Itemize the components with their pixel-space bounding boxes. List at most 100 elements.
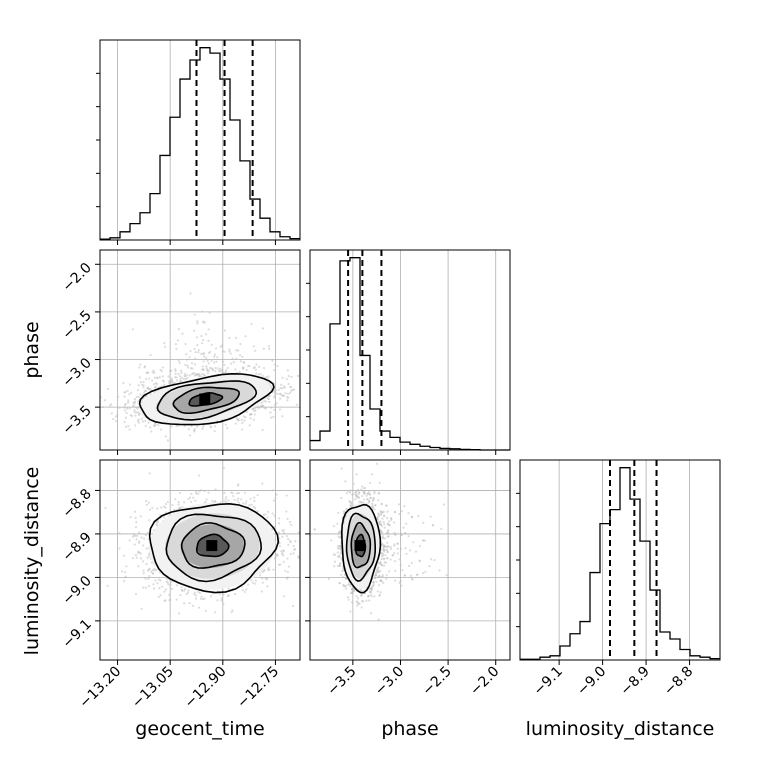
scatter-point — [159, 594, 162, 597]
scatter-point — [193, 347, 196, 351]
scatter-point — [138, 412, 141, 415]
scatter-point — [257, 405, 260, 408]
scatter-point — [129, 413, 132, 417]
scatter-point — [125, 565, 128, 568]
scatter-point — [142, 572, 145, 575]
scatter-point — [134, 525, 138, 529]
scatter-point — [112, 418, 115, 421]
scatter-point — [248, 365, 251, 368]
scatter-point — [201, 427, 204, 430]
scatter-point — [207, 491, 210, 494]
scatter-point — [200, 595, 203, 598]
scatter-point — [210, 343, 213, 346]
scatter-point — [224, 423, 227, 426]
scatter-point — [200, 352, 203, 356]
scatter-point — [183, 589, 186, 592]
scatter-point — [173, 508, 176, 512]
scatter-point — [290, 386, 293, 389]
scatter-point — [190, 425, 193, 428]
scatter-point — [177, 501, 180, 504]
y-tick-label: −3.5 — [59, 403, 94, 438]
scatter-point — [221, 360, 225, 363]
scatter-point — [287, 565, 291, 568]
scatter-point — [142, 386, 145, 389]
scatter-point — [151, 506, 154, 510]
scatter-point — [286, 369, 289, 372]
scatter-point — [152, 369, 155, 372]
scatter-point — [223, 500, 226, 503]
scatter-point — [191, 604, 195, 608]
scatter-point — [215, 360, 218, 363]
scatter-point — [144, 533, 147, 537]
scatter-point — [261, 404, 264, 407]
scatter-point — [142, 380, 145, 384]
scatter-point — [135, 556, 138, 559]
scatter-point — [171, 503, 174, 507]
scatter-point — [198, 489, 201, 493]
scatter-point — [157, 578, 161, 581]
scatter-point — [201, 373, 204, 376]
scatter-point — [214, 347, 218, 350]
scatter-point — [279, 386, 282, 390]
scatter-point — [316, 559, 318, 561]
scatter-point — [192, 496, 195, 499]
scatter-point — [195, 597, 198, 600]
scatter-point — [175, 376, 178, 379]
scatter-point — [286, 576, 289, 579]
scatter-point — [139, 393, 142, 396]
scatter-point — [194, 594, 198, 597]
scatter-point — [146, 387, 149, 390]
scatter-point — [198, 374, 201, 377]
scatter-point — [168, 380, 171, 383]
scatter-point — [188, 374, 192, 377]
scatter-point — [280, 550, 283, 553]
scatter-point — [148, 472, 151, 475]
scatter-point — [139, 363, 142, 366]
scatter-point — [137, 395, 141, 398]
scatter-point — [126, 401, 130, 404]
scatter-point — [176, 339, 179, 342]
scatter-point — [129, 516, 132, 519]
scatter-point — [197, 492, 200, 495]
scatter-point — [264, 576, 267, 580]
scatter-point — [282, 549, 285, 553]
scatter-point — [178, 491, 181, 495]
scatter-point — [287, 382, 290, 386]
scatter-point — [134, 414, 137, 417]
scatter-point — [235, 357, 238, 360]
scatter-point — [193, 313, 196, 316]
scatter-point — [200, 342, 204, 345]
scatter-point — [254, 349, 257, 352]
scatter-point — [222, 466, 225, 469]
scatter-point — [235, 416, 238, 419]
scatter-point — [235, 492, 238, 495]
scatter-point — [183, 602, 186, 605]
scatter-point — [261, 327, 264, 330]
scatter-point — [234, 592, 237, 596]
scatter-point — [110, 412, 113, 415]
scatter-point — [164, 511, 167, 514]
scatter-point — [214, 425, 217, 428]
scatter-point — [281, 376, 284, 379]
scatter-point — [162, 380, 165, 383]
histogram-step — [310, 257, 510, 451]
scatter-point — [146, 371, 149, 375]
scatter-point — [249, 417, 252, 420]
scatter-point — [138, 376, 141, 379]
scatter-point — [221, 350, 224, 353]
scatter-point — [297, 531, 300, 534]
scatter-point — [139, 380, 143, 384]
scatter-point — [254, 409, 257, 412]
scatter-point — [296, 374, 300, 377]
scatter-point — [203, 321, 207, 324]
scatter-point — [261, 482, 264, 485]
scatter-point — [237, 349, 240, 352]
scatter-point — [293, 548, 296, 551]
scatter-point — [223, 363, 226, 367]
scatter-point — [250, 322, 253, 325]
scatter-point — [137, 565, 140, 568]
scatter-point — [147, 554, 151, 558]
scatter-point — [179, 506, 182, 510]
scatter-point — [133, 398, 137, 401]
scatter-point — [143, 391, 146, 394]
